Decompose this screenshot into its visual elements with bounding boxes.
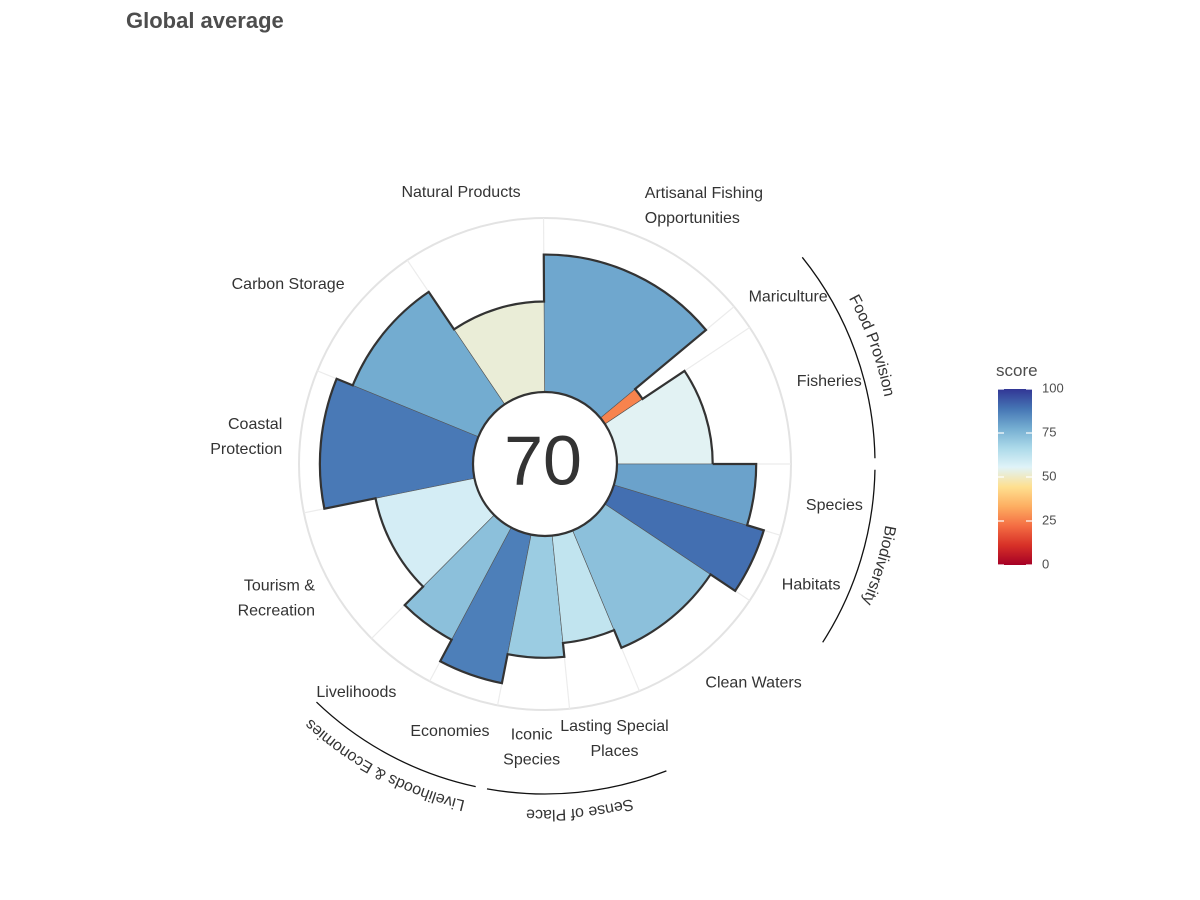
group-arc-sense-of-place — [486, 770, 667, 795]
legend-title: score — [996, 361, 1038, 380]
goal-label: Coastal Protection — [210, 416, 282, 458]
goal-label-line: Fisheries — [797, 373, 862, 390]
group-label-text: Sense of Place — [526, 795, 635, 823]
goal-label: Mariculture — [749, 288, 828, 305]
petal-outlines — [318, 253, 766, 685]
goal-label: Economies — [410, 723, 489, 740]
goal-label-line: Places — [590, 743, 638, 760]
group-arc-biodiversity — [822, 469, 876, 643]
goal-label-line: Lasting Special — [560, 718, 669, 735]
goal-label-line: Opportunities — [645, 210, 740, 227]
goal-label: Lasting Special Places — [560, 718, 669, 760]
goal-label-line: Coastal — [228, 416, 282, 433]
goal-label-line: Mariculture — [749, 288, 828, 305]
petal-outline — [318, 253, 766, 685]
petals — [319, 254, 765, 684]
goal-label: Habitats — [782, 577, 841, 594]
goal-label-line: Natural Products — [401, 184, 520, 201]
goal-label: Tourism & Recreation — [238, 577, 316, 619]
goal-label-line: Clean Waters — [705, 675, 801, 692]
group-label: Sense of Place — [526, 795, 635, 823]
goal-label: Artisanal Fishing Opportunities — [645, 185, 763, 227]
chart-title: Global average — [126, 8, 284, 33]
goal-label-line: Recreation — [238, 602, 315, 619]
goal-label-line: Species — [503, 751, 560, 768]
group-label: Biodiversity — [858, 524, 898, 607]
center-circle — [471, 390, 619, 538]
goal-labels: Fisheries Mariculture Artisanal Fishing Opp… — [210, 184, 863, 769]
group-label-text: Biodiversity — [858, 524, 898, 607]
legend-tick-label: 75 — [1042, 424, 1056, 439]
goal-label-line: Carbon Storage — [232, 276, 345, 293]
goal-label: Natural Products — [401, 184, 520, 201]
goal-label: Fisheries — [797, 373, 862, 390]
center: 70 — [471, 390, 619, 538]
goal-label: Clean Waters — [705, 675, 801, 692]
goal-label-line: Artisanal Fishing — [645, 185, 763, 202]
legend-tick-label: 100 — [1042, 380, 1064, 395]
goal-label-line: Protection — [210, 441, 282, 458]
goal-label-line: Species — [806, 497, 863, 514]
goal-label-line: Tourism & — [244, 577, 315, 594]
center-score: 70 — [504, 421, 582, 499]
legend-tick-label: 50 — [1042, 468, 1056, 483]
goal-label: Livelihoods — [316, 684, 396, 701]
group-arc-food-provision — [801, 256, 876, 459]
goal-label: Carbon Storage — [232, 276, 345, 293]
goal-label-line: Iconic — [511, 726, 553, 743]
legend-tick-label: 0 — [1042, 556, 1049, 571]
goal-label-line: Habitats — [782, 577, 841, 594]
goal-label: Iconic Species — [503, 726, 560, 768]
goal-label: Species — [806, 497, 863, 514]
goal-label-line: Economies — [410, 723, 489, 740]
legend-tick-label: 25 — [1042, 512, 1056, 527]
goal-label-line: Livelihoods — [316, 684, 396, 701]
group-arc-livelihoods-economies — [316, 701, 476, 788]
legend: score 0 25 50 75 100 — [996, 361, 1064, 571]
